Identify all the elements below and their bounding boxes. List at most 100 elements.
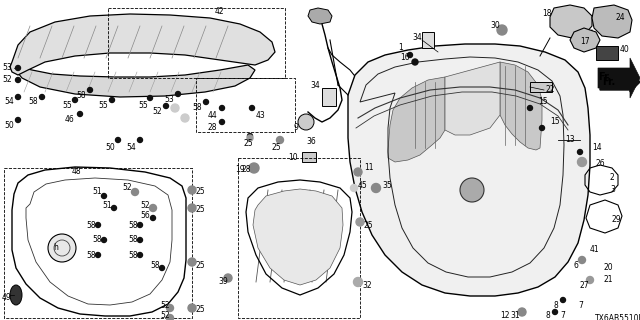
- Text: 34: 34: [310, 81, 320, 90]
- Text: 58: 58: [28, 98, 38, 107]
- Circle shape: [353, 277, 362, 286]
- Text: 58: 58: [150, 260, 159, 269]
- FancyBboxPatch shape: [422, 32, 434, 48]
- Circle shape: [131, 188, 138, 196]
- Text: 19: 19: [235, 165, 244, 174]
- Text: 25: 25: [244, 140, 253, 148]
- Text: 58: 58: [86, 220, 95, 229]
- Circle shape: [115, 138, 120, 142]
- Circle shape: [586, 276, 593, 284]
- Text: 7: 7: [560, 310, 565, 319]
- Text: 52: 52: [122, 183, 132, 193]
- Text: 32: 32: [362, 282, 372, 291]
- Circle shape: [138, 222, 143, 228]
- Polygon shape: [592, 5, 632, 38]
- Circle shape: [356, 218, 364, 226]
- Circle shape: [72, 98, 77, 102]
- Text: 58: 58: [128, 236, 138, 244]
- Circle shape: [181, 114, 189, 122]
- Ellipse shape: [10, 285, 22, 305]
- Circle shape: [159, 266, 164, 270]
- Text: 52: 52: [152, 108, 162, 116]
- Text: 25: 25: [364, 220, 374, 229]
- Circle shape: [497, 25, 507, 35]
- Circle shape: [138, 237, 143, 243]
- Circle shape: [77, 111, 83, 116]
- Text: 25: 25: [196, 306, 205, 315]
- Text: 58: 58: [92, 236, 102, 244]
- Circle shape: [412, 59, 418, 65]
- Circle shape: [354, 168, 362, 176]
- Circle shape: [518, 308, 526, 316]
- Text: 55: 55: [138, 101, 148, 110]
- Text: 58: 58: [128, 251, 138, 260]
- Circle shape: [138, 252, 143, 258]
- Circle shape: [247, 135, 253, 141]
- Circle shape: [102, 237, 106, 243]
- Text: 21: 21: [604, 276, 614, 284]
- Circle shape: [15, 66, 20, 70]
- Text: 55: 55: [98, 101, 108, 110]
- Circle shape: [95, 222, 100, 228]
- Text: 8: 8: [545, 310, 550, 319]
- Text: Fr.: Fr.: [598, 72, 611, 82]
- Text: 58: 58: [192, 103, 202, 113]
- Circle shape: [276, 137, 284, 143]
- Circle shape: [102, 194, 106, 198]
- Text: TX6AB5510B: TX6AB5510B: [595, 314, 640, 320]
- Circle shape: [220, 106, 225, 110]
- Text: 52: 52: [2, 76, 12, 84]
- Text: 42: 42: [215, 7, 225, 17]
- Text: 54: 54: [4, 98, 13, 107]
- Text: 34: 34: [412, 34, 422, 43]
- Text: 15: 15: [538, 98, 548, 107]
- Text: 16: 16: [400, 53, 410, 62]
- Circle shape: [188, 204, 196, 212]
- Circle shape: [540, 125, 545, 131]
- Text: 25: 25: [196, 260, 205, 269]
- Text: 29: 29: [612, 215, 621, 225]
- Text: 18: 18: [542, 10, 552, 19]
- Text: 30: 30: [490, 20, 500, 29]
- Text: 55: 55: [62, 101, 72, 110]
- Circle shape: [561, 298, 566, 302]
- Circle shape: [95, 252, 100, 258]
- Text: 14: 14: [592, 143, 602, 153]
- Text: 13: 13: [565, 135, 575, 145]
- Circle shape: [188, 304, 196, 312]
- Text: 50: 50: [105, 143, 115, 153]
- Text: 2: 2: [610, 173, 615, 182]
- Text: 41: 41: [590, 245, 600, 254]
- Polygon shape: [550, 5, 592, 38]
- Text: 8: 8: [554, 300, 559, 309]
- Text: 53: 53: [2, 63, 12, 73]
- Text: 46: 46: [65, 116, 75, 124]
- Circle shape: [166, 315, 173, 320]
- Circle shape: [138, 138, 143, 142]
- Circle shape: [224, 274, 232, 282]
- Circle shape: [579, 257, 586, 263]
- Circle shape: [48, 234, 76, 262]
- Polygon shape: [253, 189, 343, 285]
- Text: 40: 40: [620, 45, 630, 54]
- Circle shape: [111, 205, 116, 211]
- Circle shape: [577, 149, 582, 155]
- Polygon shape: [570, 28, 600, 52]
- Circle shape: [249, 163, 259, 173]
- Circle shape: [204, 100, 209, 105]
- Text: 52: 52: [160, 311, 170, 320]
- Text: 36: 36: [306, 138, 316, 147]
- Circle shape: [150, 215, 156, 220]
- Circle shape: [351, 185, 358, 191]
- Text: 12: 12: [500, 311, 509, 320]
- Circle shape: [166, 305, 173, 311]
- Text: 52: 52: [140, 201, 150, 210]
- Text: 31: 31: [510, 310, 520, 319]
- Text: 26: 26: [596, 159, 605, 169]
- Text: 10: 10: [288, 154, 298, 163]
- Text: h: h: [54, 244, 58, 252]
- Text: 24: 24: [616, 13, 626, 22]
- Text: 44: 44: [208, 110, 218, 119]
- Circle shape: [408, 52, 413, 58]
- FancyBboxPatch shape: [596, 46, 618, 60]
